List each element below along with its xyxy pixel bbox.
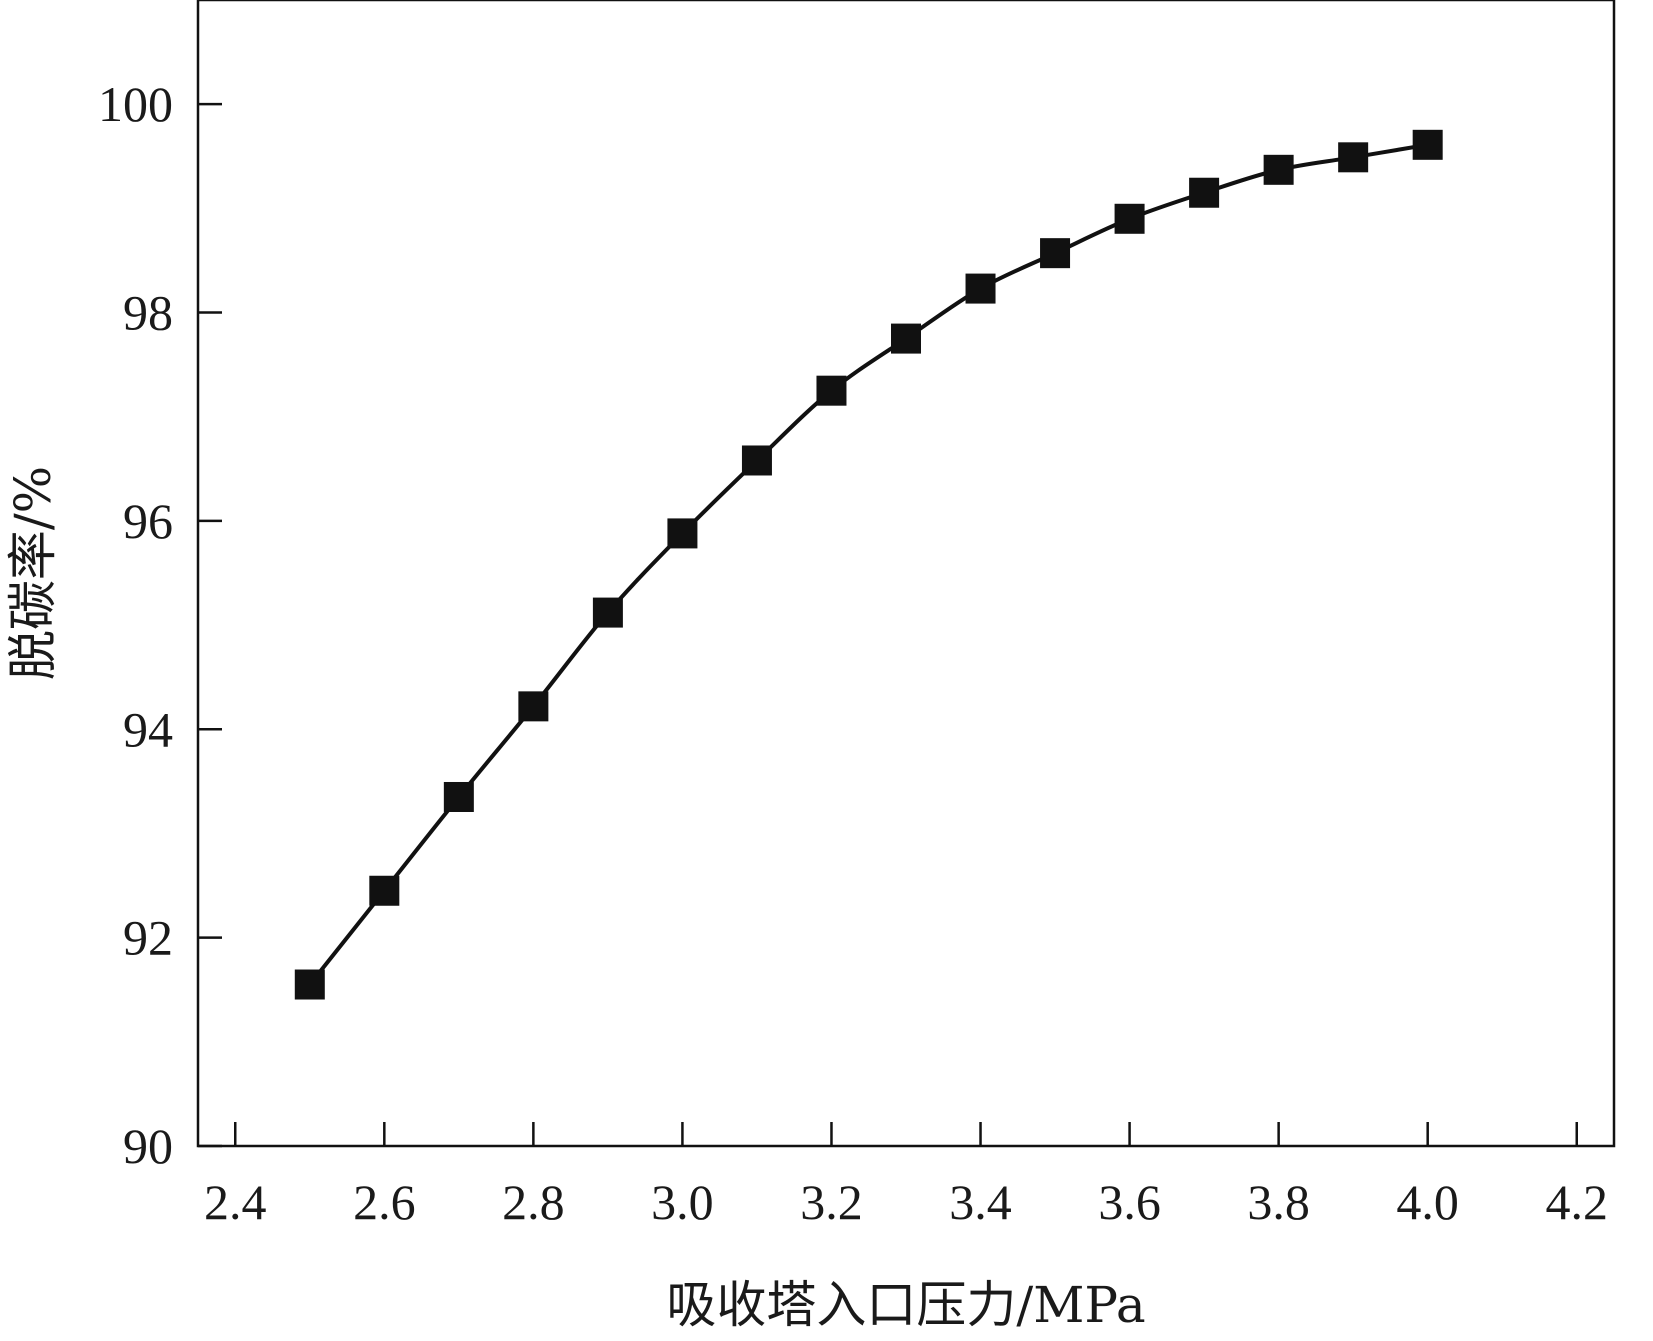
series-markers bbox=[294, 129, 1443, 1000]
x-tick-label: 3.8 bbox=[1247, 1174, 1310, 1230]
data-point-marker bbox=[1412, 129, 1443, 160]
x-tick-label: 4.2 bbox=[1545, 1174, 1608, 1230]
x-tick-label: 4.0 bbox=[1396, 1174, 1459, 1230]
x-tick-label: 2.6 bbox=[353, 1174, 416, 1230]
data-point-marker bbox=[1338, 142, 1369, 173]
x-tick-label: 2.8 bbox=[502, 1174, 565, 1230]
data-point-marker bbox=[667, 518, 698, 549]
x-tick-label: 2.4 bbox=[204, 1174, 267, 1230]
data-point-marker bbox=[592, 597, 623, 628]
y-tick-label: 98 bbox=[123, 285, 173, 341]
y-tick-label: 92 bbox=[123, 910, 173, 966]
data-point-marker bbox=[1263, 154, 1294, 185]
y-tick-label: 90 bbox=[123, 1118, 173, 1174]
data-point-marker bbox=[518, 691, 549, 722]
plot-frame bbox=[196, 0, 1616, 1148]
data-point-marker bbox=[1114, 203, 1145, 234]
x-tick-label: 3.0 bbox=[651, 1174, 714, 1230]
x-axis-title: 吸收塔入口压力/MPa bbox=[666, 1276, 1145, 1334]
x-tick-label: 3.2 bbox=[800, 1174, 863, 1230]
data-point-marker bbox=[443, 781, 474, 812]
data-point-marker bbox=[965, 273, 996, 304]
x-tick-label: 3.6 bbox=[1098, 1174, 1161, 1230]
y-tick-label: 100 bbox=[98, 76, 173, 132]
data-point-marker bbox=[741, 445, 772, 476]
y-axis-title: 脱碳率/% bbox=[4, 466, 62, 680]
y-tick-label: 96 bbox=[123, 493, 173, 549]
data-point-marker bbox=[1189, 177, 1220, 208]
data-point-marker bbox=[816, 375, 847, 406]
series-line bbox=[308, 142, 1429, 986]
y-axis-ticks: 90 92 94 96 98 100 bbox=[98, 76, 222, 1174]
data-point-marker bbox=[369, 875, 400, 906]
data-point-marker bbox=[891, 323, 921, 354]
x-tick-label: 3.4 bbox=[949, 1174, 1012, 1230]
data-point-marker bbox=[294, 969, 325, 1000]
data-point-marker bbox=[1040, 238, 1071, 269]
x-axis-ticks: 2.4 2.6 2.8 3.0 3.2 3.4 3.6 3.8 4.0 4.2 bbox=[204, 1122, 1608, 1230]
y-tick-label: 94 bbox=[123, 701, 173, 757]
